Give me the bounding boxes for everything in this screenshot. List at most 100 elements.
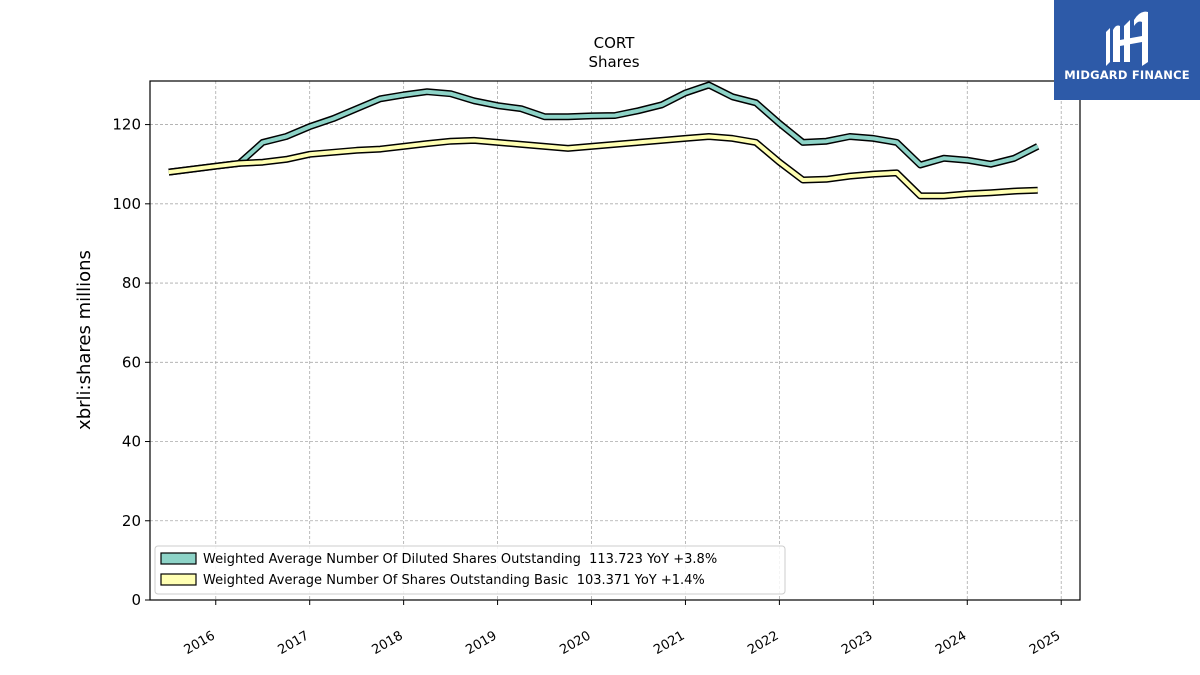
data-point — [497, 105, 499, 107]
data-point — [943, 157, 945, 159]
chart-title: CORT — [594, 34, 636, 52]
data-point — [943, 195, 945, 197]
data-point — [332, 118, 334, 120]
data-point — [802, 141, 804, 143]
data-point — [802, 179, 804, 181]
data-point — [356, 149, 358, 151]
data-point — [285, 158, 287, 160]
y-tick-label: 20 — [122, 512, 141, 530]
data-point — [590, 145, 593, 147]
x-tick-label: 2025 — [1027, 628, 1063, 658]
y-tick-label: 0 — [131, 591, 141, 609]
y-tick-label: 40 — [122, 433, 141, 451]
data-point — [356, 108, 358, 110]
data-point — [825, 178, 828, 180]
data-point — [684, 137, 687, 139]
data-point — [473, 139, 475, 141]
data-point — [450, 140, 452, 142]
data-point — [966, 193, 968, 195]
y-tick-label: 120 — [112, 116, 141, 134]
y-tick-label: 60 — [122, 353, 141, 371]
data-point — [825, 140, 828, 142]
data-point — [262, 141, 264, 143]
legend: Weighted Average Number Of Diluted Share… — [154, 545, 786, 595]
data-point — [731, 137, 734, 139]
x-tick-label: 2023 — [839, 628, 875, 658]
brand-logo: MIDGARD FINANCE — [1054, 0, 1200, 100]
data-point — [567, 147, 569, 149]
data-point — [473, 100, 475, 102]
y-tick-label: 100 — [112, 195, 141, 213]
chart-subtitle: Shares — [588, 53, 639, 71]
data-point — [684, 92, 687, 94]
data-point — [285, 135, 287, 138]
data-point — [215, 165, 217, 167]
data-point — [966, 159, 968, 161]
legend-swatch-diluted — [160, 552, 197, 565]
data-point — [778, 161, 781, 163]
series-layer — [168, 81, 1040, 200]
data-point — [661, 104, 663, 106]
legend-frame — [154, 545, 786, 595]
data-point — [755, 141, 757, 143]
data-point — [778, 122, 781, 124]
y-axis: 0 20 40 60 80 100 120 — [112, 116, 150, 609]
data-point — [543, 116, 546, 118]
data-point — [755, 102, 757, 104]
data-point — [520, 143, 522, 145]
data-point — [872, 137, 874, 139]
data-point — [309, 153, 311, 155]
data-point — [497, 141, 499, 143]
data-point — [450, 93, 452, 95]
x-tick-label: 2022 — [745, 628, 781, 658]
y-tick-label: 80 — [122, 274, 141, 292]
x-tick-label: 2017 — [276, 628, 312, 658]
data-point — [426, 91, 428, 93]
data-point — [1037, 145, 1039, 147]
data-point — [262, 161, 264, 163]
data-point — [168, 171, 170, 173]
data-point — [849, 135, 851, 138]
data-point — [567, 116, 569, 118]
x-tick-label: 2016 — [182, 628, 218, 658]
data-point — [403, 145, 405, 147]
x-tick-label: 2021 — [651, 628, 687, 658]
legend-swatch-basic — [160, 573, 197, 586]
data-point — [990, 163, 992, 165]
data-point — [637, 141, 640, 143]
x-tick-label: 2019 — [463, 628, 499, 658]
data-point — [896, 141, 898, 143]
data-point — [238, 162, 240, 164]
data-point — [661, 139, 663, 141]
data-point — [849, 175, 851, 177]
data-point — [332, 151, 334, 153]
data-point — [1037, 189, 1039, 191]
data-point — [614, 114, 616, 117]
data-point — [990, 192, 992, 194]
data-point — [731, 96, 734, 98]
plot-frame — [149, 80, 1081, 601]
x-tick-label: 2024 — [933, 628, 969, 658]
data-point — [872, 173, 874, 175]
data-point — [896, 172, 898, 174]
data-point — [1013, 190, 1015, 192]
data-point — [614, 143, 616, 145]
data-point — [919, 195, 921, 197]
data-point — [426, 143, 428, 145]
data-point — [543, 145, 546, 147]
grid — [150, 81, 1080, 601]
data-point — [708, 135, 710, 138]
data-point — [708, 84, 710, 86]
legend-label-diluted: Weighted Average Number Of Diluted Share… — [203, 552, 717, 567]
midgard-mark-icon — [1106, 11, 1148, 66]
data-point — [403, 94, 405, 96]
data-point — [637, 110, 640, 112]
data-point — [590, 115, 593, 117]
data-point — [379, 98, 381, 100]
data-point — [919, 164, 921, 166]
brand-name: MIDGARD FINANCE — [1064, 68, 1190, 82]
data-point — [520, 108, 522, 110]
x-tick-label: 2020 — [557, 628, 593, 658]
data-point — [379, 148, 381, 150]
